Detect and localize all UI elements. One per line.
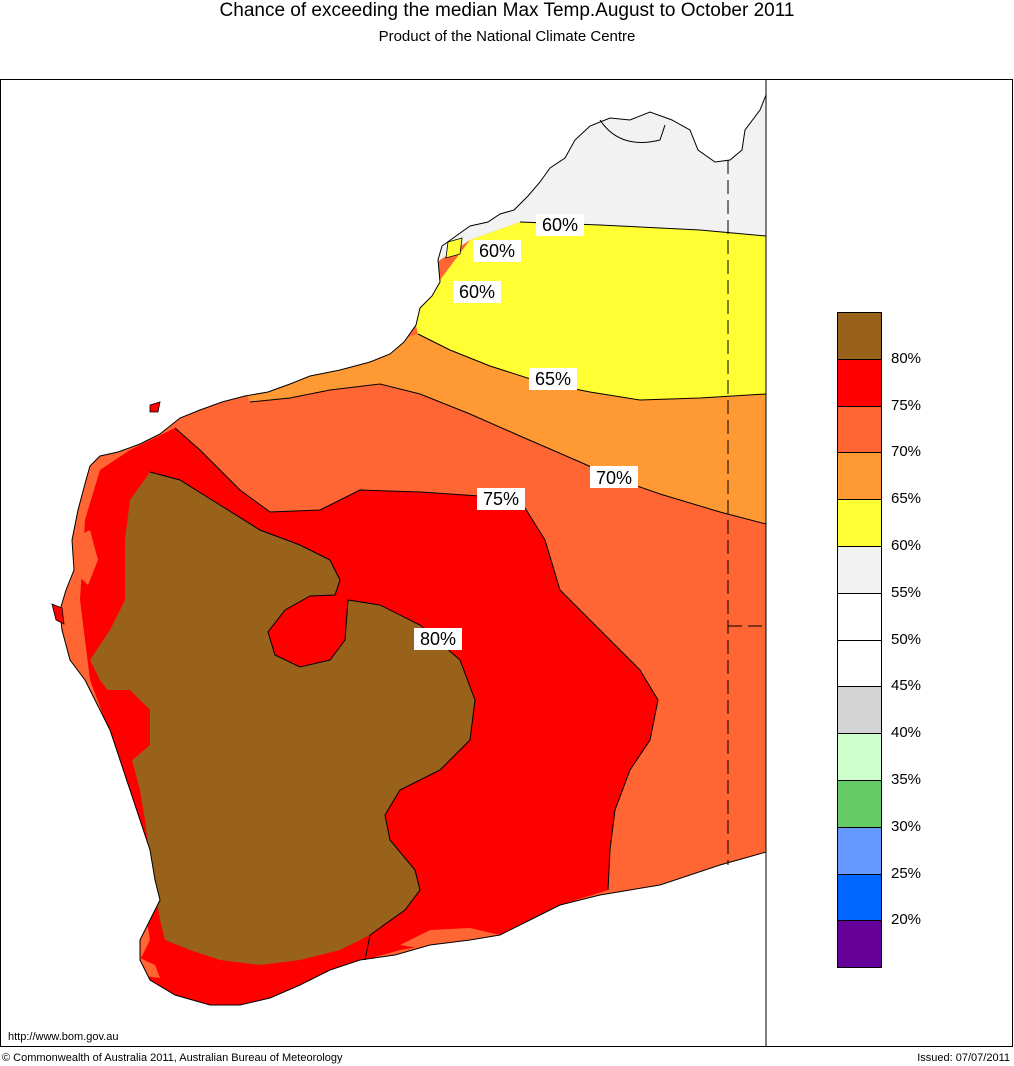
legend-swatch-white: [837, 639, 882, 687]
legend: [837, 312, 882, 969]
coastline: [59, 94, 767, 1006]
contour-label-60a: 60%: [536, 214, 584, 236]
island: [149, 401, 161, 413]
legend-label: 50%: [891, 630, 922, 648]
legend-label: 70%: [891, 443, 922, 461]
legend-label: 60%: [891, 537, 922, 554]
contour-label-70: 70%: [590, 466, 638, 488]
map-frame: [0, 79, 1013, 1047]
contour-label-65: 65%: [529, 368, 577, 390]
legend-swatch-pale-green: [837, 733, 882, 780]
legend-swatch-orange-red: [837, 405, 882, 453]
contour-label-text: 65%: [535, 369, 571, 389]
legend-swatch-white: [837, 592, 882, 640]
legend-swatch-light-grey: [837, 545, 882, 593]
legend-swatch-blue: [837, 873, 882, 921]
legend-swatch-orange: [837, 452, 882, 500]
legend-label: 20%: [891, 911, 922, 929]
legend-swatch-grey: [837, 686, 882, 734]
map-subtitle: Product of the National Climate Centre: [378, 28, 636, 45]
contour-label-60c: 60%: [453, 281, 501, 303]
legend-swatch-brown: [837, 312, 882, 359]
forecast-map: 60% 60% 60% 65% 70% 75% 80%: [51, 80, 767, 1047]
island: [51, 603, 65, 625]
legend-label: 75%: [891, 396, 922, 414]
contour-label-text: 70%: [596, 468, 632, 488]
legend-label: 35%: [891, 771, 922, 788]
issued-date: Issued: 07/07/2011: [917, 1052, 1010, 1064]
copyright-notice: © Commonwealth of Australia 2011, Austra…: [2, 1052, 343, 1064]
contour-label-80: 80%: [414, 628, 462, 650]
contour-label-text: 80%: [420, 629, 456, 649]
legend-label: 30%: [891, 817, 922, 835]
contour-lines: [149, 119, 767, 961]
legend-label: 55%: [891, 583, 922, 601]
legend-swatch-purple: [837, 920, 882, 969]
legend-swatch-green: [837, 779, 882, 827]
map-title: Chance of exceeding the median Max Temp.…: [219, 0, 795, 21]
contour-label-text: 60%: [542, 215, 578, 235]
contour-label-60b: 60%: [473, 240, 521, 262]
contour-label-text: 75%: [483, 489, 519, 509]
legend-label: 40%: [891, 724, 922, 742]
contour-label-text: 60%: [459, 282, 495, 302]
contour-label-text: 60%: [479, 241, 515, 261]
legend-label: 65%: [891, 490, 922, 508]
legend-label: 80%: [891, 349, 922, 367]
legend-swatch-light-blue: [837, 826, 882, 874]
contour-label-75: 75%: [477, 488, 525, 510]
legend-swatch-yellow: [837, 499, 882, 546]
source-url[interactable]: http://www.bom.gov.au: [8, 1031, 119, 1043]
island: [445, 237, 463, 259]
legend-swatch-red: [837, 358, 882, 406]
legend-label: 25%: [891, 864, 922, 882]
legend-label: 45%: [891, 677, 922, 695]
